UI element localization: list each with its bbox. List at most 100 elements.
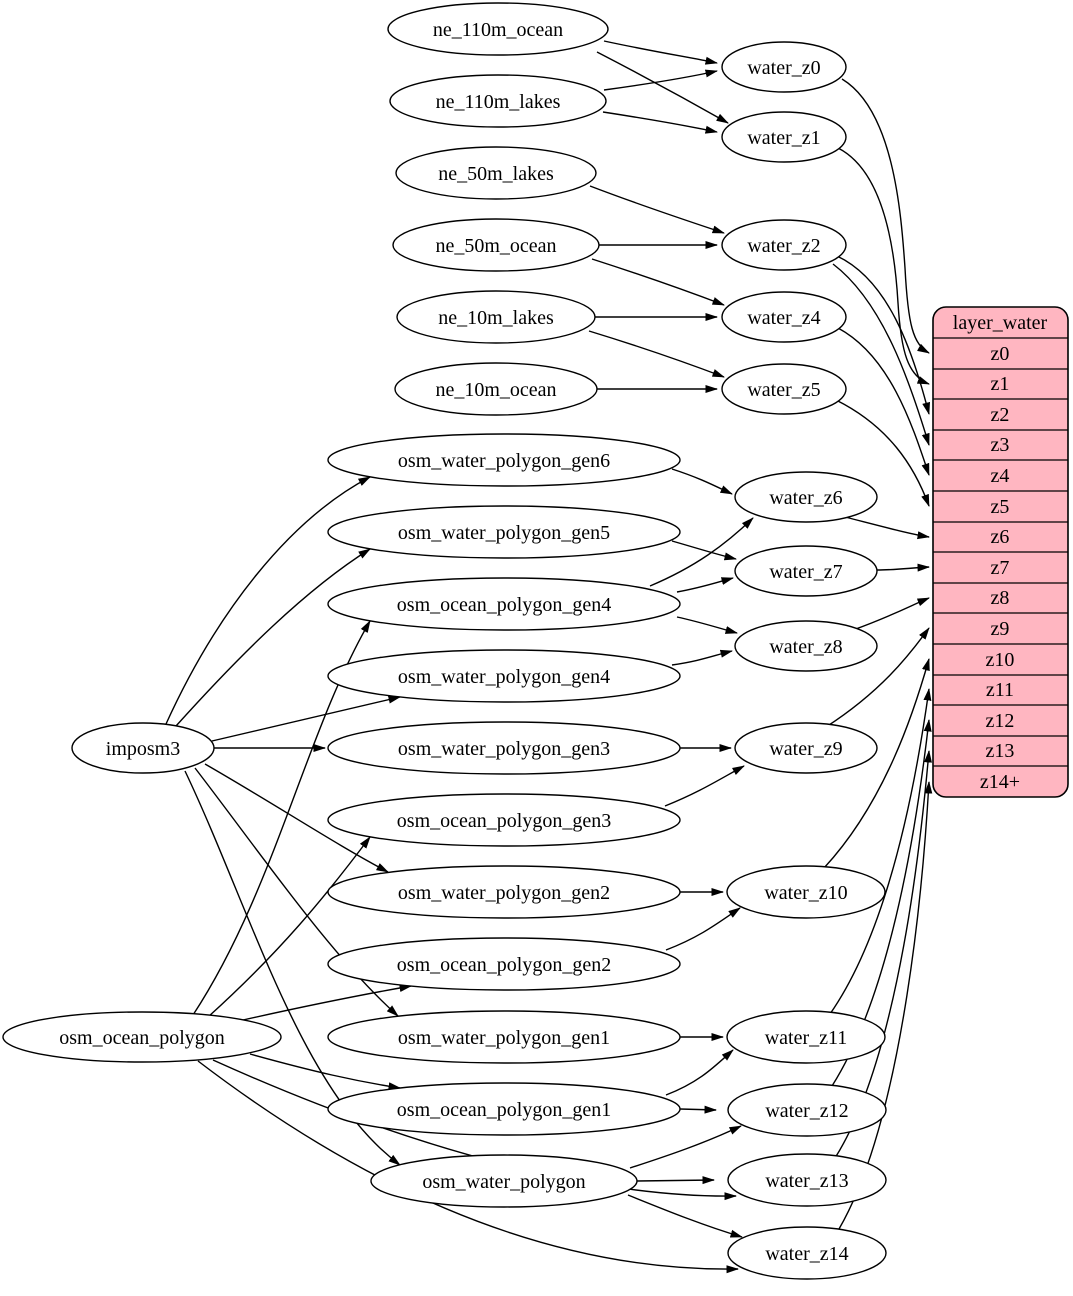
table-row-z10: z10 — [986, 649, 1015, 671]
edge-water_z6-z6 — [844, 516, 930, 540]
table-row-z4: z4 — [991, 465, 1010, 487]
svg-text:water_z10: water_z10 — [764, 882, 847, 904]
svg-text:water_z2: water_z2 — [747, 235, 820, 257]
svg-text:osm_ocean_polygon_gen4: osm_ocean_polygon_gen4 — [397, 594, 611, 616]
node-water_z10: water_z10 — [726, 865, 886, 919]
table-row-z8: z8 — [991, 587, 1010, 609]
edge-ne_110m_lakes-water_z1 — [602, 111, 718, 134]
node-osm_ocean_polygon: osm_ocean_polygon — [2, 1011, 282, 1063]
svg-text:water_z11: water_z11 — [765, 1027, 848, 1049]
edge-water_z5-z5 — [835, 399, 930, 507]
svg-text:osm_water_polygon_gen2: osm_water_polygon_gen2 — [398, 882, 610, 904]
node-ne_10m_lakes: ne_10m_lakes — [396, 290, 596, 344]
svg-text:water_z9: water_z9 — [769, 738, 842, 760]
svg-text:osm_water_polygon_gen5: osm_water_polygon_gen5 — [398, 522, 610, 544]
node-ne_110m_ocean: ne_110m_ocean — [387, 2, 609, 56]
svg-text:osm_water_polygon_gen4: osm_water_polygon_gen4 — [398, 666, 610, 688]
svg-text:ne_10m_ocean: ne_10m_ocean — [435, 379, 556, 401]
table-row-separators — [933, 337, 1068, 767]
edge-ne_110m_lakes-water_z0 — [603, 69, 718, 91]
svg-text:water_z8: water_z8 — [769, 636, 842, 658]
svg-text:ne_50m_ocean: ne_50m_ocean — [435, 235, 556, 257]
table-row-z11: z11 — [986, 679, 1014, 701]
node-ne_50m_ocean: ne_50m_ocean — [392, 218, 600, 272]
svg-text:ne_110m_ocean: ne_110m_ocean — [433, 19, 563, 41]
node-water_z5: water_z5 — [721, 363, 847, 415]
edge-imposm3-osm_water_polygon_gen5 — [175, 548, 371, 727]
edge-ne_110m_ocean-water_z1 — [596, 51, 729, 124]
edge-ne_50m_ocean-water_z4 — [591, 258, 725, 306]
edge-osm_water_polygon-water_z12 — [629, 1125, 742, 1169]
edge-ne_110m_ocean-water_z0 — [603, 40, 718, 65]
edge-water_z0-z0 — [841, 78, 930, 354]
svg-text:ne_50m_lakes: ne_50m_lakes — [438, 163, 554, 185]
svg-text:osm_ocean_polygon_gen1: osm_ocean_polygon_gen1 — [397, 1099, 611, 1121]
edge-osm_water_polygon-water_z14 — [627, 1194, 743, 1238]
table-row-z7: z7 — [991, 557, 1010, 579]
table-row-z6: z6 — [991, 526, 1010, 548]
node-osm_water_polygon_gen4: osm_water_polygon_gen4 — [327, 649, 681, 703]
svg-text:osm_ocean_polygon_gen2: osm_ocean_polygon_gen2 — [397, 954, 611, 976]
svg-text:ne_110m_lakes: ne_110m_lakes — [436, 91, 561, 113]
edge-osm_water_polygon_gen6-water_z6 — [671, 468, 733, 495]
node-imposm3: imposm3 — [71, 722, 215, 774]
node-water_z12: water_z12 — [727, 1083, 887, 1137]
node-ne_110m_lakes: ne_110m_lakes — [389, 74, 607, 128]
svg-text:osm_water_polygon_gen1: osm_water_polygon_gen1 — [398, 1027, 610, 1049]
layer-water-table: layer_water z0 z1 z2 z3 z4 z5 z6 z7 z8 z… — [932, 306, 1069, 798]
edge-imposm3-osm_water_polygon — [184, 770, 401, 1166]
svg-text:water_z0: water_z0 — [747, 57, 820, 79]
edge-osm_ocean_polygon_gen1-water_z12 — [679, 1105, 717, 1114]
svg-text:osm_ocean_polygon_gen3: osm_ocean_polygon_gen3 — [397, 810, 611, 832]
edge-osm_ocean_polygon_gen1-water_z11 — [665, 1049, 734, 1096]
edge-osm_ocean_polygon_gen3-water_z9 — [664, 765, 745, 807]
svg-text:water_z4: water_z4 — [747, 307, 820, 329]
svg-text:water_z13: water_z13 — [765, 1170, 848, 1192]
edge-ne_50m_lakes-water_z2 — [589, 185, 725, 234]
node-osm_water_polygon_gen1: osm_water_polygon_gen1 — [327, 1010, 681, 1064]
node-osm_water_polygon: osm_water_polygon — [370, 1154, 638, 1208]
node-ne_50m_lakes: ne_50m_lakes — [395, 146, 597, 200]
svg-text:osm_water_polygon: osm_water_polygon — [422, 1171, 585, 1193]
node-osm_water_polygon_gen2: osm_water_polygon_gen2 — [327, 865, 681, 919]
edge-imposm3-osm_water_polygon_gen6 — [165, 476, 371, 725]
node-osm_ocean_polygon_gen1: osm_ocean_polygon_gen1 — [327, 1082, 681, 1136]
edge-imposm3-osm_water_polygon_gen4 — [211, 695, 401, 742]
svg-text:water_z1: water_z1 — [747, 127, 820, 149]
edge-osm_water_polygon-water_z13 — [636, 1176, 715, 1185]
svg-text:osm_water_polygon_gen3: osm_water_polygon_gen3 — [398, 738, 610, 760]
edge-osm_ocean_polygon-osm_ocean_polygon_gen1 — [249, 1053, 401, 1091]
node-osm_water_polygon_gen6: osm_water_polygon_gen6 — [327, 433, 681, 487]
table-row-z9: z9 — [991, 618, 1010, 640]
svg-text:osm_ocean_polygon: osm_ocean_polygon — [59, 1027, 225, 1049]
svg-text:imposm3: imposm3 — [106, 738, 180, 760]
edge-water_z10-z10 — [823, 658, 930, 869]
node-water_z8: water_z8 — [734, 620, 878, 672]
edge-imposm3-osm_water_polygon_gen1 — [194, 767, 399, 1017]
edge-osm_ocean_polygon_gen4-water_z8 — [676, 616, 738, 634]
edge-osm_water_polygon_gen5-water_z7 — [671, 540, 737, 561]
node-layer: imposm3 osm_ocean_polygon ne_110m_ocean … — [2, 2, 887, 1280]
edge-osm_water_polygon_gen4-water_z8 — [671, 649, 733, 666]
table-row-z1: z1 — [991, 373, 1010, 395]
svg-text:water_z6: water_z6 — [769, 487, 842, 509]
edge-osm_ocean_polygon_gen2-water_z10 — [665, 907, 741, 951]
svg-text:water_z14: water_z14 — [765, 1243, 848, 1265]
table-row-z14plus: z14+ — [980, 771, 1020, 793]
svg-text:water_z5: water_z5 — [747, 379, 820, 401]
node-water_z0: water_z0 — [721, 41, 847, 93]
node-osm_ocean_polygon_gen4: osm_ocean_polygon_gen4 — [327, 577, 681, 631]
node-water_z11: water_z11 — [726, 1010, 886, 1064]
node-water_z7: water_z7 — [734, 545, 878, 597]
table-row-z2: z2 — [991, 404, 1010, 426]
node-osm_ocean_polygon_gen2: osm_ocean_polygon_gen2 — [327, 937, 681, 991]
node-osm_ocean_polygon_gen3: osm_ocean_polygon_gen3 — [327, 793, 681, 847]
edge-water_z2-z2 — [836, 255, 931, 415]
table-row-z3: z3 — [991, 434, 1010, 456]
svg-text:water_z12: water_z12 — [765, 1100, 848, 1122]
table-header: layer_water — [953, 312, 1048, 334]
edge-imposm3-osm_water_polygon_gen2 — [204, 763, 389, 873]
edge-water_z8-z8 — [852, 597, 930, 631]
node-ne_10m_ocean: ne_10m_ocean — [394, 362, 598, 416]
